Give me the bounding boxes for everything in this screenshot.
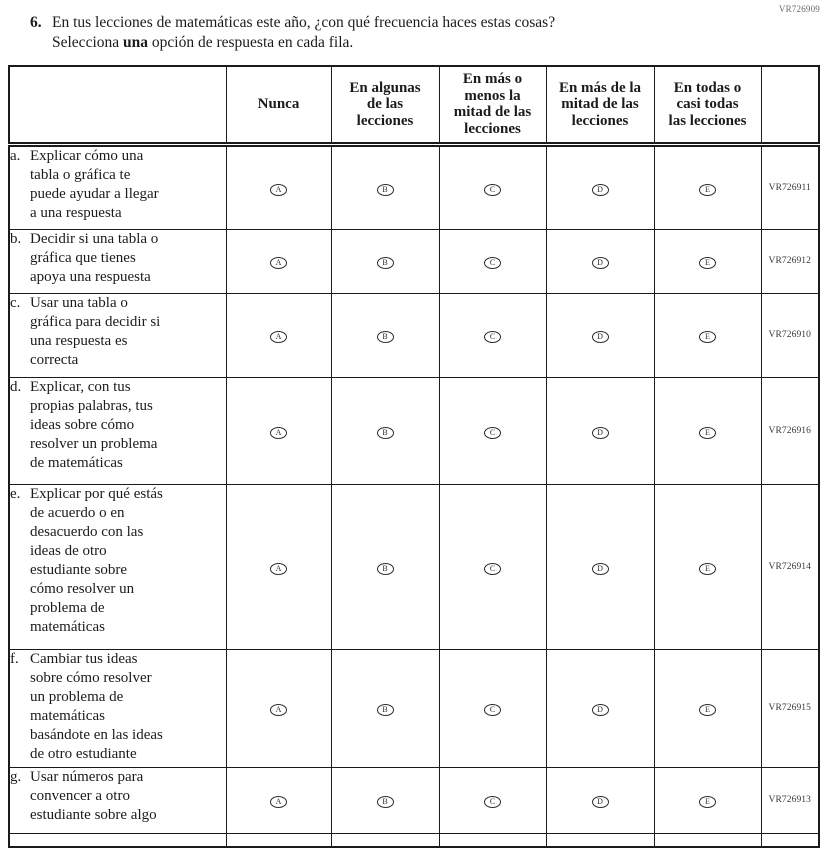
option-bubble-D[interactable]: D [591,183,609,196]
row-code: VR726916 [760,376,820,485]
form-code: VR726909 [778,4,820,14]
header-algunas: En algunas de las lecciones [330,65,440,147]
option-bubble-A[interactable]: A [270,796,287,808]
header-nunca: Nunca [225,65,332,147]
option-bubble-B[interactable]: B [376,183,394,196]
option-bubble-C[interactable]: C [484,704,501,716]
row-letter: e. [10,485,21,502]
question-number: 6. [30,14,42,31]
row-code: VR726912 [760,228,820,294]
option-bubble-C[interactable]: C [484,257,501,269]
question-text: En tus lecciones de matemáticas este año… [52,14,556,31]
option-bubble-A[interactable]: A [270,426,287,439]
row-letter: a. [10,147,21,164]
option-bubble-A[interactable]: A [270,331,287,343]
option-bubble-D[interactable]: D [591,562,609,575]
row-label: Usar números para convencer a otro estud… [30,768,157,823]
option-bubble-A[interactable]: A [270,562,287,575]
row-letter: c. [10,294,21,311]
option-bubble-A[interactable]: A [270,704,287,716]
option-bubble-D[interactable]: D [591,426,609,439]
table-row: g. Usar números para convencer a otro es… [8,766,820,834]
question-block: 6. En tus lecciones de matemáticas este … [0,0,826,52]
option-bubble-D[interactable]: D [591,796,609,808]
row-label: Decidir si una tabla o gráfica que tiene… [30,230,159,285]
frequency-matrix-table: Nunca En algunas de las lecciones En más… [8,65,820,848]
row-label: Explicar cómo una tabla o gráfica te pue… [30,147,159,221]
table-row: d. Explicar, con tus propias palabras, t… [8,376,820,485]
option-bubble-B[interactable]: B [376,331,394,343]
option-bubble-E[interactable]: E [699,257,716,269]
instruction-emphasis: una [123,34,149,51]
table-row: a. Explicar cómo una tabla o gráfica te … [8,143,820,230]
table-row: e. Explicar por qué estás de acuerdo o e… [8,483,820,650]
row-letter: f. [10,650,19,667]
option-bubble-E[interactable]: E [699,183,716,196]
option-bubble-C[interactable]: C [484,183,501,196]
option-bubble-D[interactable]: D [591,331,609,343]
table-row: b. Decidir si una tabla o gráfica que ti… [8,228,820,294]
option-bubble-C[interactable]: C [484,796,501,808]
header-mas-o-menos-mitad: En más o menos la mitad de las lecciones [438,65,547,147]
row-code: VR726911 [760,143,820,230]
row-label: Cambiar tus ideas sobre cómo resolver un… [30,650,163,762]
option-bubble-C[interactable]: C [484,562,501,575]
instruction-prefix: Selecciona [52,34,120,51]
option-bubble-B[interactable]: B [376,426,394,439]
row-code: VR726910 [760,292,820,378]
option-bubble-C[interactable]: C [484,426,501,439]
option-bubble-E[interactable]: E [699,704,716,716]
option-bubble-E[interactable]: E [699,562,716,575]
option-bubble-B[interactable]: B [376,562,394,575]
option-bubble-C[interactable]: C [484,331,501,343]
header-todas: En todas o casi todas las lecciones [653,65,762,147]
question-instruction: Selecciona una opción de respuesta en ca… [52,34,796,52]
row-code: VR726913 [760,766,820,834]
cutoff-row [8,832,820,848]
row-code: VR726915 [760,648,820,768]
option-bubble-A[interactable]: A [270,257,287,269]
header-mas-de-mitad: En más de la mitad de las lecciones [545,65,655,147]
option-bubble-B[interactable]: B [376,257,394,269]
option-bubble-B[interactable]: B [376,704,394,716]
header-code-empty [760,65,820,147]
header-row: Nunca En algunas de las lecciones En más… [8,65,820,147]
header-empty [8,65,227,147]
row-letter: g. [10,768,22,785]
table-row: c. Usar una tabla o gráfica para decidir… [8,292,820,378]
option-bubble-D[interactable]: D [591,704,609,716]
row-letter: b. [10,230,22,247]
row-label: Explicar, con tus propias palabras, tus … [30,378,158,471]
option-bubble-E[interactable]: E [699,796,716,808]
row-label: Explicar por qué estás de acuerdo o en d… [30,485,163,635]
option-bubble-D[interactable]: D [591,257,609,269]
option-bubble-E[interactable]: E [699,331,716,343]
option-bubble-A[interactable]: A [270,183,287,196]
row-label: Usar una tabla o gráfica para decidir si… [30,294,161,368]
instruction-suffix: opción de respuesta en cada fila. [151,34,354,51]
option-bubble-E[interactable]: E [699,426,716,439]
row-letter: d. [10,378,22,395]
row-code: VR726914 [760,483,820,650]
option-bubble-B[interactable]: B [376,796,394,808]
table-row: f. Cambiar tus ideas sobre cómo resolver… [8,648,820,768]
